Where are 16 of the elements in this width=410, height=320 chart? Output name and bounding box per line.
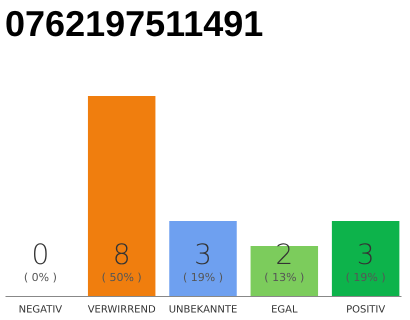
x-tick-label: NEGATIV xyxy=(18,304,62,316)
annotation: ( 13% ) xyxy=(264,271,304,284)
chart-title: 0762197511491 xyxy=(5,3,264,44)
x-tick-label: VERWIRREND xyxy=(88,304,156,316)
data-label: 3 xyxy=(356,238,375,271)
x-tick-label: UNBEKANNTE xyxy=(168,304,238,316)
data-label: 8 xyxy=(112,238,131,271)
annotation: ( 0% ) xyxy=(24,271,57,284)
annotation: ( 50% ) xyxy=(102,271,142,284)
x-tick-label: EGAL xyxy=(271,304,298,316)
data-label: 3 xyxy=(194,238,212,271)
annotation: ( 19% ) xyxy=(182,271,224,284)
data-label: 0 xyxy=(31,238,50,271)
x-tick-label: POSITIV xyxy=(346,304,386,316)
data-label: 2 xyxy=(275,238,294,271)
annotation: ( 19% ) xyxy=(346,271,386,284)
